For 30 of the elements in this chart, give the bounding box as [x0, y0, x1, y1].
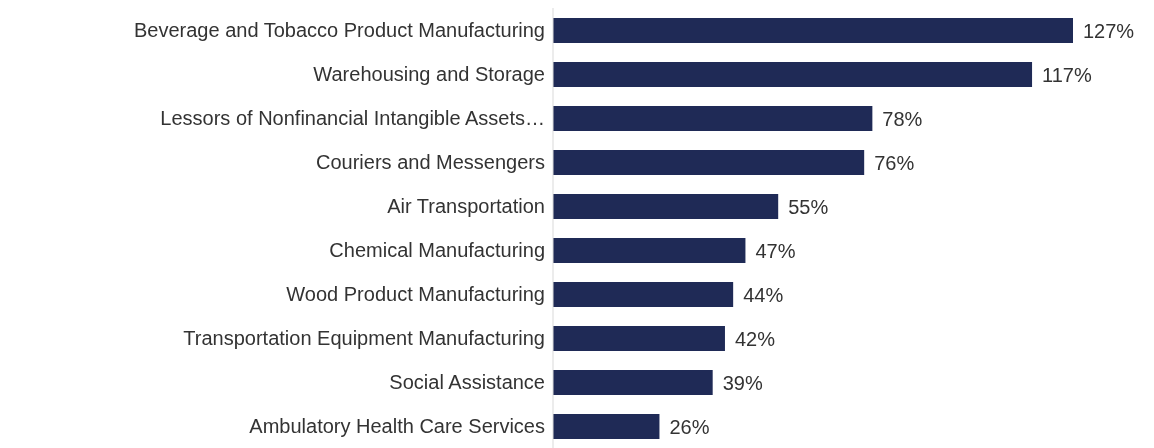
y-tick-label: Air Transportation — [387, 195, 545, 218]
bar — [553, 62, 1033, 87]
y-tick-label: Beverage and Tobacco Product Manufacturing — [133, 19, 545, 42]
data-label: 47% — [755, 239, 796, 262]
data-label: 26% — [669, 415, 710, 438]
y-tick-label: Transportation Equipment Manufacturing — [183, 327, 545, 350]
bar — [553, 370, 713, 395]
y-tick-label: Lessors of Nonfinancial Intangible Assets… — [160, 107, 545, 130]
data-label: 39% — [722, 371, 763, 394]
data-label: 55% — [788, 195, 829, 218]
data-label: 127% — [1083, 19, 1135, 42]
y-tick-label: Couriers and Messengers — [316, 151, 545, 174]
bar — [553, 150, 865, 175]
y-tick-label: Wood Product Manufacturing — [286, 283, 545, 306]
data-label: 42% — [734, 327, 776, 350]
y-tick-label: Chemical Manufacturing — [329, 239, 545, 262]
bar — [553, 414, 660, 439]
y-tick-label: Warehousing and Storage — [313, 63, 545, 86]
bar — [553, 106, 873, 131]
bar — [553, 18, 1073, 43]
data-label: 78% — [882, 107, 923, 130]
y-tick-label: Ambulatory Health Care Services — [249, 415, 545, 438]
bar — [553, 282, 734, 307]
bar — [553, 194, 779, 219]
bar — [553, 326, 725, 351]
data-label: 44% — [743, 283, 784, 306]
data-label: 117% — [1042, 63, 1092, 86]
data-label: 76% — [874, 151, 915, 174]
y-tick-label: Social Assistance — [389, 371, 545, 394]
bar — [553, 238, 746, 263]
